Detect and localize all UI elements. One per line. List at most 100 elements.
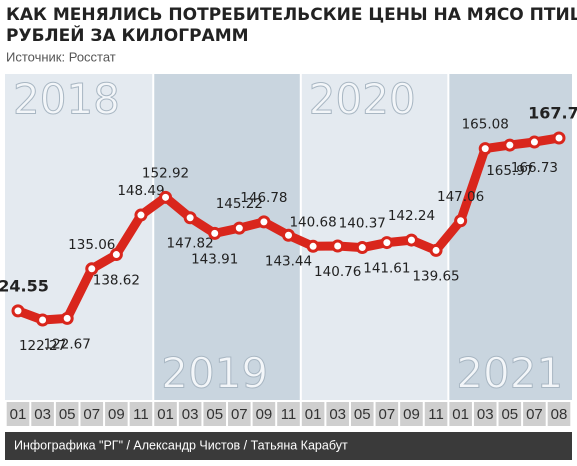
chart-title: КАК МЕНЯЛИСЬ ПОТРЕБИТЕЛЬСКИЕ ЦЕНЫ НА МЯС… [6,5,577,25]
x-tick-label: 11 [428,406,444,423]
point [159,190,173,204]
credit-bar [5,432,572,460]
month-cell [129,402,153,426]
month-cell [350,402,374,426]
chart-title: РУБЛЕЙ ЗА КИЛОГРАММ [6,24,249,46]
value-label: 147.82 [167,236,214,252]
x-tick-label: 07 [379,406,396,423]
value-label: 166.73 [511,160,558,176]
point [11,304,25,318]
month-cell [277,402,300,426]
x-tick-label: 09 [403,406,420,423]
x-tick-label: 07 [231,406,248,423]
point [85,262,99,276]
year-band [153,74,301,400]
year-label: 2018 [13,75,120,124]
month-cell [178,402,202,426]
point [282,228,295,242]
x-tick-label: 03 [34,406,51,423]
x-tick-label: 05 [354,406,371,423]
month-cell [154,402,177,426]
value-label: 152.92 [142,165,189,181]
year-band [300,74,449,400]
x-tick-label: 03 [182,406,199,423]
month-cell [252,402,276,426]
month-cell [424,402,448,426]
month-cell [523,402,546,426]
point [355,241,369,255]
value-label: 140.37 [339,216,386,232]
value-label: 122.27 [19,338,66,354]
value-label: 145.22 [216,196,263,212]
month-cell [203,402,227,426]
value-label: 124.55 [0,276,49,295]
plot: 01 03 05 07 09 11 01 03 05 07 09 11 01 03 05 07 09 11 01 03… [0,104,577,426]
value-label: 165.08 [462,117,509,133]
year-label: 2019 [161,349,268,398]
month-cell [55,402,79,426]
month-cell [326,402,349,426]
value-label: 148.49 [117,183,164,199]
x-tick-label: 08 [551,406,568,423]
x-tick-label: 09 [108,406,125,423]
point [404,233,418,247]
x-tick-label: 01 [305,406,322,423]
month-cell [473,402,497,426]
value-label: 138.62 [93,273,140,289]
value-label: 135.06 [68,237,115,253]
value-label: 141.61 [363,261,410,277]
month-cell [547,402,571,426]
x-tick-label: 05 [501,406,518,423]
month-cell [228,402,251,426]
x-tick-label: 05 [59,406,76,423]
value-label: 139.65 [412,268,459,284]
point [257,215,271,229]
point [527,135,541,149]
point [503,138,517,152]
value-label: 122.67 [44,336,91,352]
year-label: 2021 [456,349,563,398]
x-tick-label: 09 [256,406,273,423]
x-tick-label: 07 [83,406,100,423]
value-label: 140.76 [314,264,361,280]
month-cell [301,402,325,426]
x-tick-label: 05 [206,406,223,423]
x-tick-label: 11 [133,406,149,423]
value-label: 146.78 [240,190,287,206]
x-tick-label: 01 [10,406,27,423]
point [331,239,345,253]
point [232,221,246,235]
month-cell [6,402,30,426]
year-band [448,74,572,400]
point [552,131,566,145]
x-tick-label: 01 [157,406,174,423]
credit: Инфографика "РГ" / Александр Чистов / Та… [14,438,348,452]
x-tick-label: 03 [329,406,346,423]
point [429,243,443,257]
value-label: 140.68 [289,214,336,230]
month-cell [80,402,104,426]
x-tick-label: 07 [526,406,543,423]
year-bands: 2018 2019 2020 2021 [5,74,572,400]
month-cell [449,402,472,426]
x-tick-label: 01 [452,406,469,423]
point [208,226,222,240]
month-cell [400,402,423,426]
month-cell [498,402,522,426]
x-tick-label: 03 [477,406,494,423]
point [454,214,468,228]
x-tick-label: 11 [281,406,297,423]
point [306,239,320,253]
value-label: 142.24 [388,208,435,224]
month-cell [31,402,54,426]
month-cell [375,402,399,426]
point [380,236,394,250]
point [36,313,50,327]
month-cell [105,402,128,426]
point [478,142,492,156]
point [134,208,148,222]
year-label: 2020 [309,75,416,124]
point [60,311,74,325]
point [109,248,123,262]
